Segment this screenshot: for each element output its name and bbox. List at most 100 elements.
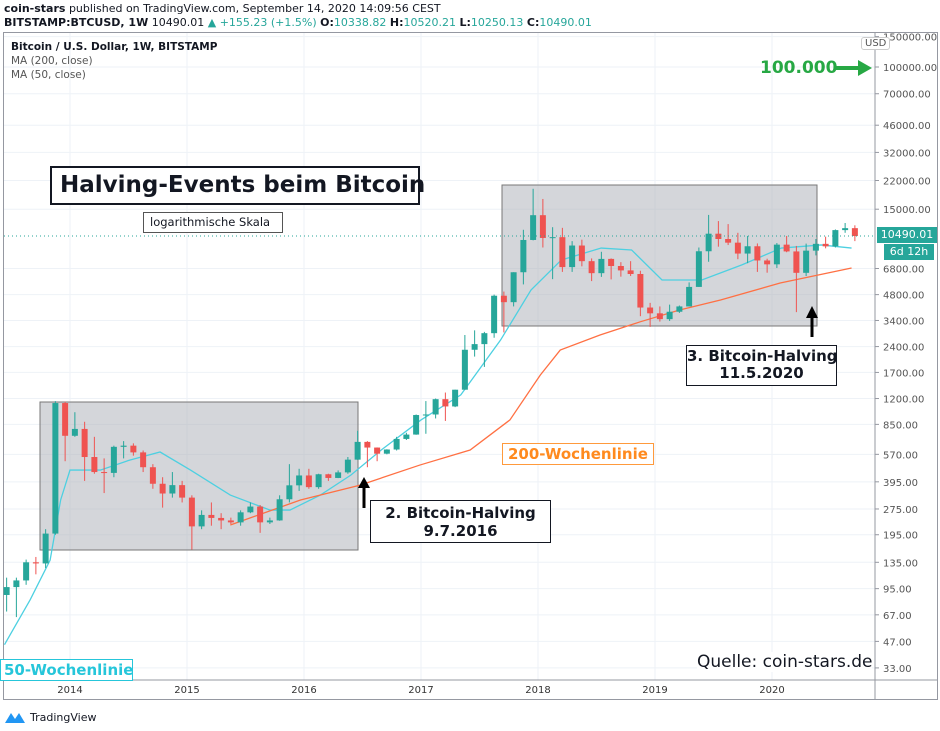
candle-body xyxy=(354,441,361,460)
halving-period-box-2020 xyxy=(501,184,818,327)
candle-body xyxy=(227,520,234,523)
candle-body xyxy=(413,415,420,435)
candle-body xyxy=(627,270,634,274)
last-price-badge: 10490.01 xyxy=(877,227,937,243)
x-tick-label: 2019 xyxy=(642,685,667,696)
candle-body xyxy=(237,512,244,523)
publisher: coin-stars xyxy=(4,2,66,15)
halving2-date: 9.7.2016 xyxy=(423,522,498,540)
close-value: 10490.01 xyxy=(539,16,592,29)
candle-body xyxy=(491,295,498,334)
candle-body xyxy=(335,472,342,478)
candle-body xyxy=(500,295,507,303)
candle-body xyxy=(218,517,225,521)
footer-brand: TradingView xyxy=(30,710,97,724)
candle-body xyxy=(812,243,819,251)
candle-body xyxy=(286,485,293,500)
ma200-label: 200-Wochenlinie xyxy=(502,443,654,465)
candle-body xyxy=(725,239,732,243)
candle-body xyxy=(647,307,654,314)
y-tick-label: 95.00 xyxy=(883,585,912,596)
legend-ma50[interactable]: MA (50, close) xyxy=(11,69,86,81)
legend-title: Bitcoin / U.S. Dollar, 1W, BITSTAMP xyxy=(11,41,218,53)
halving2-note: 2. Bitcoin-Halving 9.7.2016 xyxy=(370,500,551,543)
close-label: C: xyxy=(526,16,540,29)
candle-body xyxy=(442,399,449,407)
y-tick-label: 1700.00 xyxy=(883,368,924,379)
candle-body xyxy=(364,441,371,448)
candle-body xyxy=(656,313,663,320)
main-title: Halving-Events beim Bitcoin xyxy=(50,166,425,205)
candle-body xyxy=(140,452,147,468)
source-label: Quelle: coin-stars.de xyxy=(697,652,873,672)
y-tick-label: 3400.00 xyxy=(883,316,924,327)
candle-body xyxy=(773,244,780,265)
halving3-note: 3. Bitcoin-Halving 11.5.2020 xyxy=(686,345,838,386)
countdown-badge: 6d 12h xyxy=(884,244,934,260)
candle-body xyxy=(559,237,566,268)
candle-body xyxy=(588,261,595,274)
y-tick-label: 100000.00 xyxy=(883,63,937,74)
candle-body xyxy=(393,438,400,450)
candle-body xyxy=(81,428,88,458)
candle-body xyxy=(569,245,576,268)
y-tick-label: 6800.00 xyxy=(883,265,924,276)
candle-body xyxy=(744,246,751,254)
candle-body xyxy=(315,474,322,488)
chart-legend: Bitcoin / U.S. Dollar, 1W, BITSTAMP MA (… xyxy=(11,40,217,82)
candle-body xyxy=(666,311,673,320)
candle-body xyxy=(149,467,156,484)
halving3-arrow-icon xyxy=(806,306,818,318)
candle-body xyxy=(159,483,166,494)
price-change: +155.23 (+1.5%) xyxy=(219,16,317,29)
y-tick-label: 67.00 xyxy=(883,611,912,622)
y-tick-label: 32000.00 xyxy=(883,148,931,159)
x-tick-label: 2020 xyxy=(759,685,784,696)
legend-ma200[interactable]: MA (200, close) xyxy=(11,55,93,67)
candle-body xyxy=(598,258,605,274)
candle-body xyxy=(344,459,351,473)
low-value: 10250.13 xyxy=(470,16,524,29)
halving2-arrow-icon xyxy=(358,477,370,488)
candle-body xyxy=(3,587,10,595)
scale-note: logarithmische Skala xyxy=(143,212,283,233)
candle-body xyxy=(539,215,546,238)
candle-body xyxy=(520,239,527,273)
candle-body xyxy=(179,485,186,498)
y-tick-label: 275.00 xyxy=(883,505,918,516)
y-tick-label: 47.00 xyxy=(883,637,912,648)
candle-body xyxy=(754,246,761,261)
currency-label[interactable]: USD xyxy=(861,37,891,50)
tradingview-footer[interactable]: TradingView xyxy=(4,710,96,724)
x-tick-label: 2015 xyxy=(174,685,199,696)
chart-frame[interactable] xyxy=(3,32,938,700)
y-tick-label: 570.00 xyxy=(883,450,918,461)
high-value: 10520.21 xyxy=(403,16,457,29)
open-value: 10338.82 xyxy=(333,16,387,29)
candle-body xyxy=(52,403,59,534)
candle-body xyxy=(198,514,205,527)
candle-body xyxy=(403,434,410,439)
low-label: L: xyxy=(459,16,471,29)
candle-body xyxy=(422,414,429,416)
y-tick-label: 46000.00 xyxy=(883,121,931,132)
target-arrow-icon xyxy=(858,60,872,76)
candle-body xyxy=(822,243,829,247)
ma50-label: 50-Wochenlinie xyxy=(0,659,133,681)
y-tick-label: 195.00 xyxy=(883,531,918,542)
candle-body xyxy=(296,475,303,486)
candle-body xyxy=(325,474,332,478)
y-tick-label: 850.00 xyxy=(883,420,918,431)
target-label: 100.000 xyxy=(760,58,838,78)
y-tick-label: 395.00 xyxy=(883,478,918,489)
candle-body xyxy=(13,580,20,588)
candle-body xyxy=(62,403,69,436)
candle-body xyxy=(120,445,127,447)
candle-body xyxy=(461,349,468,390)
candle-body xyxy=(305,475,312,488)
candle-body xyxy=(851,228,858,237)
candle-body xyxy=(101,472,108,474)
candle-body xyxy=(169,485,176,494)
candle-body xyxy=(510,272,517,303)
